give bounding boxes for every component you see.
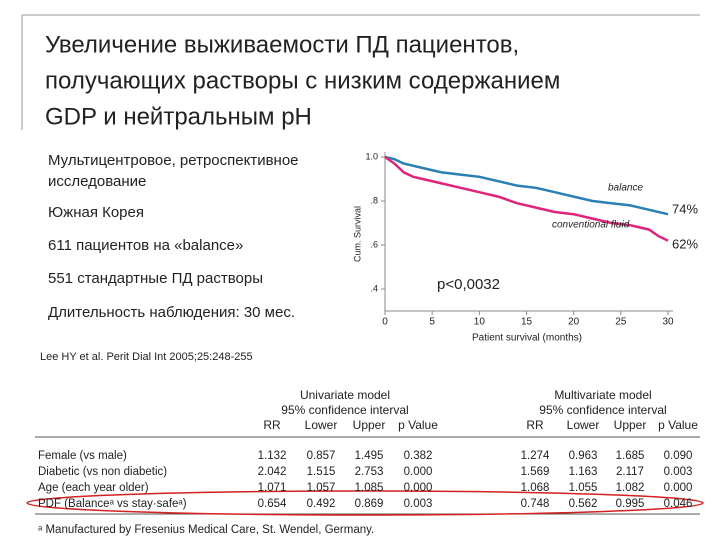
table-cell: 1.082 bbox=[616, 482, 645, 494]
annotation: 74% bbox=[672, 201, 698, 216]
citation: Lee HY et al. Perit Dial Int 2005;25:248… bbox=[40, 351, 253, 363]
table-cell: 1.057 bbox=[307, 482, 336, 494]
series-label: conventional fluid bbox=[552, 220, 630, 231]
x-tick-label: 10 bbox=[474, 317, 486, 328]
table-cell: 1.085 bbox=[355, 482, 384, 494]
row-label: Diabetic (vs non diabetic) bbox=[38, 466, 167, 478]
table-cell: 1.495 bbox=[355, 450, 384, 462]
column-header: RR bbox=[263, 418, 281, 432]
table-cell: 0.382 bbox=[404, 450, 433, 462]
table-cell: 0.857 bbox=[307, 450, 336, 462]
x-tick-label: 5 bbox=[429, 317, 435, 328]
annotation: 62% bbox=[672, 236, 698, 251]
slide-title: Увеличение выживаемости ПД пациентов, bbox=[45, 31, 519, 58]
bullet-text: Длительность наблюдения: 30 мес. bbox=[48, 304, 295, 321]
row-label: PDF (Balanceᵃ vs stay·safeᵃ) bbox=[38, 498, 187, 510]
table-cell: 0.090 bbox=[664, 450, 693, 462]
table-cell: 2.042 bbox=[258, 466, 287, 478]
table-cell: 1.274 bbox=[521, 450, 550, 462]
column-header: p Value bbox=[398, 418, 438, 432]
y-tick-label: 1.0 bbox=[365, 151, 378, 161]
table-cell: 0.869 bbox=[355, 498, 384, 510]
y-tick-label: .6 bbox=[370, 239, 378, 249]
column-header: p Value bbox=[658, 418, 698, 432]
table-cell: 0.562 bbox=[569, 498, 598, 510]
group-title: Univariate model bbox=[300, 388, 390, 402]
table-cell: 0.995 bbox=[616, 498, 645, 510]
table-cell: 0.003 bbox=[664, 466, 693, 478]
column-header: Upper bbox=[353, 418, 386, 432]
table-cell: 1.071 bbox=[258, 482, 287, 494]
highlight-ellipse bbox=[26, 490, 704, 516]
x-axis-label: Patient survival (months) bbox=[472, 333, 582, 344]
table-cell: 1.685 bbox=[616, 450, 645, 462]
bullet-text: Южная Корея bbox=[48, 204, 144, 221]
survival-line bbox=[384, 155, 669, 242]
x-tick-label: 0 bbox=[382, 317, 388, 328]
table-cell: 0.003 bbox=[404, 498, 433, 510]
table-footnote: ᵃ Manufactured by Fresenius Medical Care… bbox=[38, 524, 374, 536]
table-cell: 1.055 bbox=[569, 482, 598, 494]
table-cell: 0.748 bbox=[521, 498, 550, 510]
table-cell: 0.492 bbox=[307, 498, 336, 510]
slide-title: GDP и нейтральным pH bbox=[45, 103, 312, 130]
table-cell: 1.515 bbox=[307, 466, 336, 478]
group-subtitle: 95% confidence interval bbox=[539, 403, 666, 417]
y-tick-label: .4 bbox=[370, 283, 378, 293]
bullet-text: 611 пациентов на «balance» bbox=[48, 237, 243, 254]
group-title: Multivariate model bbox=[554, 388, 651, 402]
table-cell: 0.000 bbox=[664, 482, 693, 494]
table-cell: 2.753 bbox=[355, 466, 384, 478]
row-label: Age (each year older) bbox=[38, 482, 149, 494]
table-cell: 1.163 bbox=[569, 466, 598, 478]
series-label: balance bbox=[608, 183, 643, 194]
table-cell: 2.117 bbox=[616, 466, 644, 478]
row-label: Female (vs male) bbox=[38, 450, 127, 462]
annotation: p<0,0032 bbox=[437, 276, 500, 293]
bullet-text: Мультицентровое, ретроспективное bbox=[48, 152, 299, 169]
table-cell: 0.963 bbox=[569, 450, 598, 462]
group-subtitle: 95% confidence interval bbox=[281, 403, 408, 417]
table-cell: 1.068 bbox=[521, 482, 550, 494]
table-cell: 0.000 bbox=[404, 482, 433, 494]
bullet-text: 551 стандартные ПД растворы bbox=[48, 270, 263, 287]
x-tick-label: 15 bbox=[521, 317, 533, 328]
table-cell: 1.132 bbox=[258, 450, 287, 462]
table-cell: 0.000 bbox=[404, 466, 433, 478]
bullet-text: исследование bbox=[48, 173, 146, 190]
column-header: Lower bbox=[305, 418, 338, 432]
y-axis-label: Cum. Survival bbox=[352, 206, 362, 262]
table-cell: 0.046 bbox=[664, 498, 693, 510]
column-header: Upper bbox=[614, 418, 647, 432]
table-cell: 1.569 bbox=[521, 466, 550, 478]
table-cell: 0.654 bbox=[258, 498, 287, 510]
column-header: Lower bbox=[567, 418, 600, 432]
x-tick-label: 20 bbox=[568, 317, 580, 328]
x-tick-label: 30 bbox=[662, 317, 674, 328]
survival-line bbox=[384, 155, 669, 216]
x-tick-label: 25 bbox=[615, 317, 627, 328]
y-tick-label: .8 bbox=[370, 195, 378, 205]
slide-title: получающих растворы с низким содержанием bbox=[45, 67, 560, 94]
column-header: RR bbox=[526, 418, 544, 432]
